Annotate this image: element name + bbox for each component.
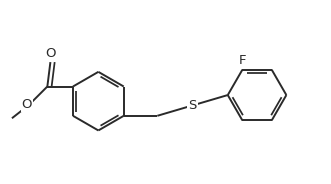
Text: O: O xyxy=(21,98,32,111)
Text: F: F xyxy=(239,54,246,67)
Text: O: O xyxy=(45,47,56,60)
Text: S: S xyxy=(188,99,197,112)
